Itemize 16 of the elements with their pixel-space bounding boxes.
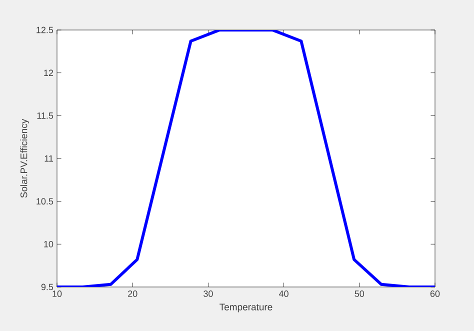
x-tick-label: 30 <box>204 290 213 297</box>
x-axis-title: Temperature <box>220 304 272 312</box>
x-tick-label: 10 <box>52 290 62 297</box>
x-tick-label: 20 <box>128 290 138 297</box>
y-tick-label: 12.5 <box>36 26 54 34</box>
x-tick-label: 40 <box>279 290 288 297</box>
x-tick-label: 50 <box>354 290 364 297</box>
y-tick-label: 9.5 <box>41 284 54 290</box>
y-tick-label: 10 <box>44 240 54 248</box>
x-tick-label: 60 <box>430 290 440 297</box>
line-series <box>57 30 435 287</box>
y-axis-title: Solar.PV.Efficiency <box>20 118 30 198</box>
y-tick-label: 11 <box>44 155 54 162</box>
y-tick-label: 10.5 <box>36 198 54 205</box>
y-tick-label: 12 <box>44 70 54 76</box>
y-tick-label: 11.5 <box>37 112 54 119</box>
